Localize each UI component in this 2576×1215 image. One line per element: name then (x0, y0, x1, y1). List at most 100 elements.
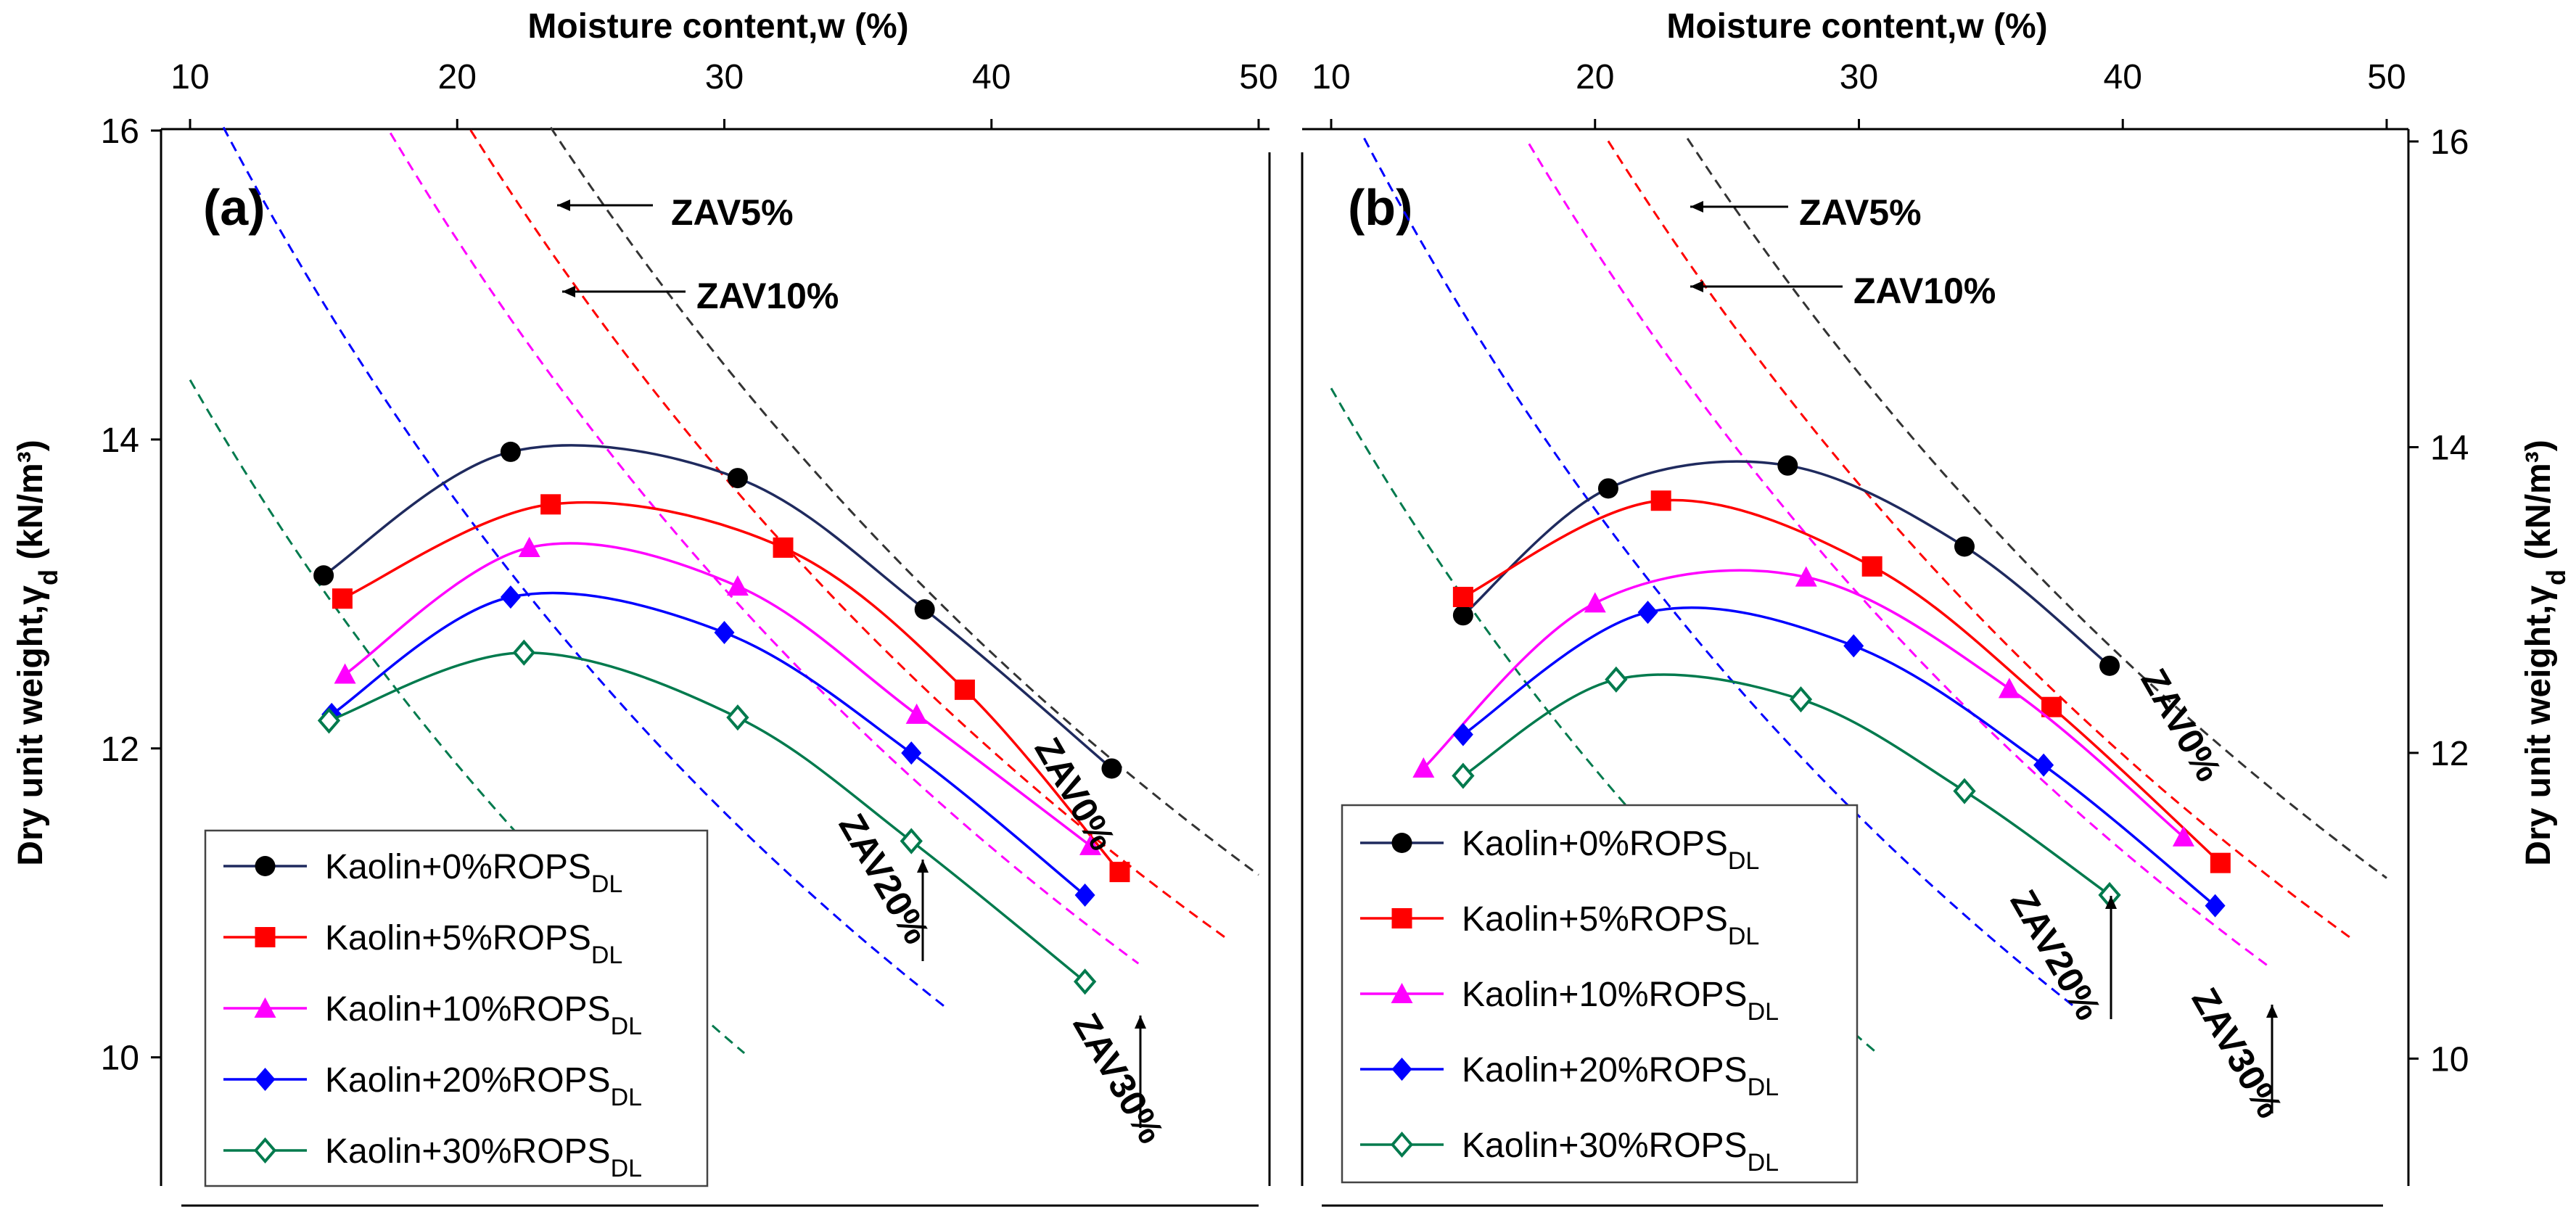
x-tick-label: 50 (2367, 58, 2406, 96)
legend-marker (1391, 833, 1412, 853)
data-point (1650, 490, 1671, 511)
legend-entry: Kaolin+20%ROPSDL (325, 1061, 642, 1111)
data-point (726, 575, 749, 596)
data-point (1109, 862, 1130, 883)
annotation-label: ZAV0% (1026, 731, 1123, 857)
data-point (2099, 655, 2120, 676)
data-point (500, 585, 521, 609)
data-point (1452, 605, 1473, 626)
legend: Kaolin+0%ROPSDL Kaolin+5%ROPSDL Kaolin+10%… (1341, 804, 1859, 1184)
data-point (1452, 586, 1473, 607)
annotation-label: ZAV20% (831, 807, 937, 951)
x-tick-label: 40 (2104, 58, 2142, 96)
zav-curve-30 (1330, 387, 1880, 1055)
data-point (901, 741, 922, 765)
data-point (313, 565, 334, 586)
series-line-2 (344, 542, 1092, 847)
data-point (332, 588, 353, 609)
data-point (518, 536, 540, 557)
annotation-arrowhead (562, 286, 575, 297)
legend-entry: Kaolin+5%ROPSDL (1462, 900, 1759, 950)
y-tick-label: 12 (2430, 735, 2469, 773)
data-point (1953, 778, 1976, 804)
data-point (1079, 834, 1102, 855)
data-point (714, 621, 735, 645)
y-tick-label: 14 (101, 421, 139, 460)
legend-marker (1391, 908, 1412, 928)
zav-curve-0 (549, 126, 1259, 876)
data-point (1998, 677, 2020, 699)
data-point (317, 707, 341, 734)
data-point (1605, 666, 1628, 693)
data-point (954, 679, 975, 700)
zav-curve-10 (1528, 143, 2269, 967)
annotation-arrowhead (2266, 1005, 2278, 1018)
legend-entry: Kaolin+0%ROPSDL (1462, 825, 1759, 875)
data-point (2033, 753, 2054, 777)
legend-entry: Kaolin+10%ROPSDL (325, 990, 642, 1040)
legend-marker (254, 997, 276, 1018)
data-point (1073, 968, 1097, 995)
y-axis-title: Dry unit weight,γd (kN/m³) (2519, 440, 2571, 865)
x-tick-label: 20 (1576, 58, 1614, 96)
annotation-label: ZAV0% (2133, 662, 2229, 788)
data-point (900, 828, 923, 854)
annotation-label: ZAV30% (2184, 981, 2290, 1125)
legend-marker (255, 856, 276, 876)
data-point (1637, 601, 1658, 625)
zav-curve-0 (1686, 137, 2387, 879)
x-axis-title: Moisture content,w (%) (527, 7, 908, 46)
x-tick-label: 10 (1312, 58, 1350, 96)
y-tick-label: 10 (101, 1039, 139, 1078)
panel-a: 10 20 30 40 50 Moisture content,w (%) 10 12 14 16… (12, 7, 1278, 1207)
data-point (500, 441, 521, 462)
data-point (726, 704, 749, 731)
data-point (773, 537, 794, 558)
data-point (2205, 894, 2226, 918)
legend: Kaolin+0%ROPSDL Kaolin+5%ROPSDL Kaolin+10%… (204, 829, 709, 1187)
data-point (2172, 825, 2194, 847)
series-line-1 (342, 501, 1121, 873)
data-point (512, 639, 535, 666)
annotation-label: ZAV5% (671, 192, 794, 233)
legend-marker (253, 1137, 277, 1164)
y-tick-label: 10 (2430, 1040, 2469, 1079)
panel-b: 10 20 30 40 50 Moisture content,w (%) 10 12 14 16… (1301, 7, 2571, 1207)
data-point (2210, 852, 2231, 873)
annotation-label: ZAV10% (1853, 271, 1996, 311)
series-line-0 (1462, 460, 2111, 667)
x-tick-label: 20 (438, 58, 477, 96)
data-point (334, 663, 356, 684)
y-tick-label: 16 (2430, 123, 2469, 162)
legend-marker (255, 1068, 276, 1091)
legend-marker (1391, 1058, 1412, 1081)
annotation-arrowhead (2105, 896, 2117, 909)
y-tick-label: 14 (2430, 429, 2469, 467)
annotation-label: ZAV10% (696, 276, 839, 316)
y-tick-label: 12 (101, 730, 139, 769)
legend-marker (255, 927, 276, 947)
legend-entry: Kaolin+30%ROPSDL (325, 1132, 642, 1182)
annotation-label: ZAV20% (2002, 884, 2109, 1027)
data-point (540, 494, 561, 515)
zav-curve-5 (1607, 140, 2355, 942)
x-axis-title: Moisture content,w (%) (1666, 7, 2047, 46)
data-point (1074, 884, 1095, 907)
x-tick-label: 40 (972, 58, 1011, 96)
legend-entry: Kaolin+10%ROPSDL (1462, 976, 1779, 1026)
annotation-arrowhead (1690, 281, 1703, 292)
data-point (1777, 455, 1798, 476)
zav-curve-5 (469, 129, 1226, 939)
data-point (1452, 722, 1473, 746)
legend-marker (1391, 983, 1413, 1003)
data-point (1954, 536, 1975, 557)
zav-curve-10 (389, 132, 1140, 965)
x-tick-label: 50 (1239, 58, 1277, 96)
data-point (1412, 757, 1435, 778)
data-point (1101, 758, 1122, 779)
annotation-arrowhead (557, 199, 570, 211)
annotation-label: ZAV5% (1799, 192, 1922, 233)
x-tick-label: 30 (1840, 58, 1878, 96)
data-point (1789, 686, 1813, 713)
